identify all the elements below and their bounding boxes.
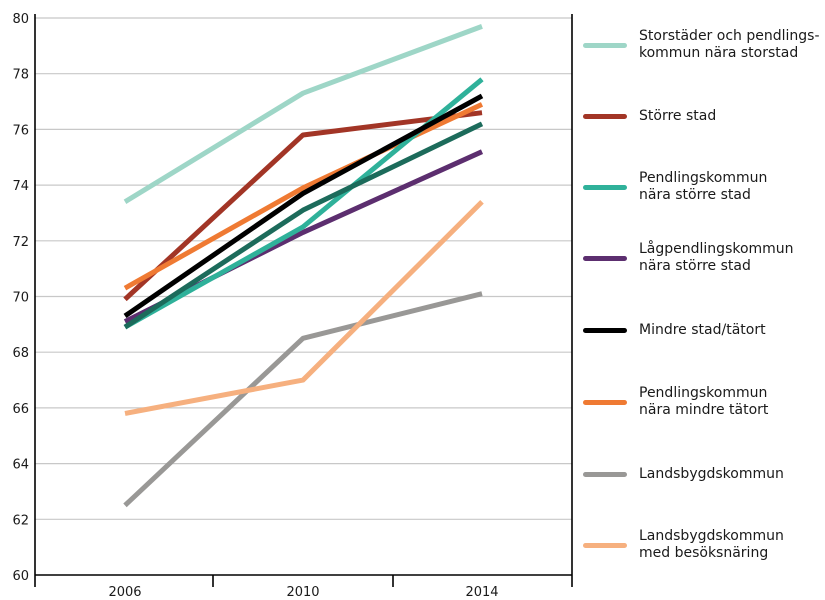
legend-swatch xyxy=(583,113,627,119)
legend-item: Pendlingskommun nära större stad xyxy=(583,170,823,204)
x-tick-label: 2010 xyxy=(286,585,319,600)
legend-swatch xyxy=(583,255,627,261)
legend-label: Pendlingskommun nära mindre tätort xyxy=(639,385,769,418)
legend-label: Lågpendlingskommun nära större stad xyxy=(639,241,794,274)
legend-swatch xyxy=(583,327,627,333)
legend-swatch xyxy=(583,184,627,190)
y-tick-label: 60 xyxy=(12,569,29,584)
axes xyxy=(34,14,573,587)
series-line xyxy=(123,121,484,330)
series-line xyxy=(123,93,484,319)
legend-swatch xyxy=(583,542,627,548)
y-tick-label: 62 xyxy=(12,513,29,528)
series-line xyxy=(124,200,484,416)
y-tick-label: 68 xyxy=(12,346,29,361)
legend-label: Landsbygdskommun med besöksnäring xyxy=(639,528,784,561)
series-line xyxy=(123,291,483,508)
x-tick-label: 2006 xyxy=(108,585,141,600)
legend-item: Större stad xyxy=(583,108,823,125)
legend-label: Mindre stad/tätort xyxy=(639,321,766,338)
legend-item: Lågpendlingskommun nära större stad xyxy=(583,241,823,275)
legend-item: Storstäder och pendlings- kommun nära st… xyxy=(583,28,823,62)
legend-label: Landsbygdskommun xyxy=(639,465,784,482)
y-tick-label: 80 xyxy=(12,12,29,27)
legend-label: Större stad xyxy=(639,107,717,124)
y-tick-label: 70 xyxy=(12,291,29,306)
y-tick-label: 72 xyxy=(12,235,29,250)
series-line xyxy=(123,24,483,204)
legend-swatch xyxy=(583,399,627,405)
y-tick-label: 66 xyxy=(12,402,29,417)
series-line xyxy=(123,110,483,302)
y-tick-label: 74 xyxy=(12,179,29,194)
legend-label: Storstäder och pendlings- kommun nära st… xyxy=(639,28,820,61)
y-tick-labels: 60 62 64 66 68 70 72 74 76 78 80 xyxy=(12,12,29,584)
legend-item: Landsbygdskommun med besöksnäring xyxy=(583,528,823,562)
y-tick-label: 78 xyxy=(12,68,29,83)
x-tick-label: 2014 xyxy=(465,585,498,600)
gridlines xyxy=(35,17,572,520)
legend-label: Pendlingskommun nära större stad xyxy=(639,170,768,203)
y-tick-label: 64 xyxy=(12,458,29,473)
legend-item: Pendlingskommun nära mindre tätort xyxy=(583,385,823,419)
legend-item: Landsbygdskommun xyxy=(583,466,823,483)
y-tick-label: 76 xyxy=(12,123,29,138)
legend-item: Mindre stad/tätort xyxy=(583,322,823,339)
series-lines xyxy=(123,24,484,508)
legend-swatch xyxy=(583,471,627,477)
series-line xyxy=(123,102,484,291)
legend-swatch xyxy=(583,42,627,48)
x-tick-labels: 2006 2010 2014 xyxy=(108,585,498,600)
